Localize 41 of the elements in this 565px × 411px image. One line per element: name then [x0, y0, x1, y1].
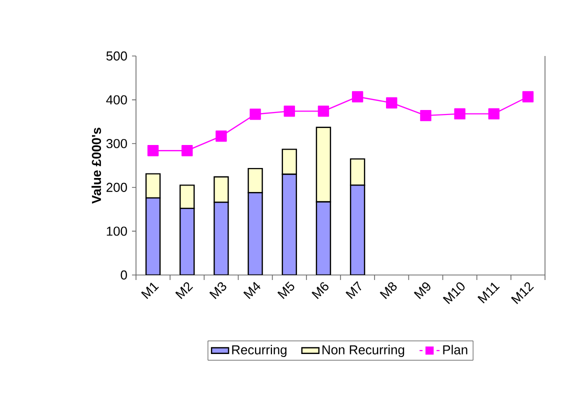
y-tick-label: 100: [106, 226, 127, 236]
legend-label: Recurring: [232, 344, 286, 357]
x-tick-label: M11: [478, 282, 500, 304]
x-tick-label: M12: [511, 282, 534, 304]
x-tick-label: M9: [414, 282, 430, 300]
point: [318, 106, 330, 117]
point: [250, 108, 261, 120]
y-tick-label: 300: [106, 139, 127, 148]
bar: [316, 201, 332, 275]
y-axis-title: Value £000's: [92, 128, 102, 204]
bar: [180, 184, 195, 210]
x-tick-label: M10: [442, 282, 465, 304]
point: [352, 91, 364, 102]
x-tick-label: M3: [209, 282, 226, 300]
bar: [282, 174, 297, 275]
point: [147, 145, 159, 156]
x-tick-label: M1: [141, 282, 159, 299]
point: [488, 108, 500, 120]
y-tick-label: 0: [120, 270, 127, 280]
bar: [180, 208, 195, 275]
point: [386, 97, 398, 108]
x-tick-label: M7: [346, 281, 362, 299]
point: [284, 106, 295, 117]
x-tick-label: M6: [312, 282, 328, 300]
y-tick-label: 400: [106, 95, 127, 104]
legend-label: Plan: [443, 344, 468, 354]
point: [182, 145, 193, 156]
y-tick-label: 200: [106, 182, 127, 192]
point: [216, 130, 227, 142]
bar: [145, 197, 161, 275]
bar: [350, 184, 366, 275]
x-tick-label: M4: [243, 282, 260, 299]
x-tick-label: M5: [277, 281, 294, 299]
bar: [214, 176, 229, 203]
point: [454, 108, 466, 120]
x-tick-label: M2: [175, 282, 194, 300]
point: [522, 91, 534, 102]
x-tick-label: M8: [380, 282, 397, 300]
y-tick-label: 500: [106, 51, 127, 61]
legend-label: Non Recurring: [322, 344, 404, 357]
point: [420, 110, 432, 122]
